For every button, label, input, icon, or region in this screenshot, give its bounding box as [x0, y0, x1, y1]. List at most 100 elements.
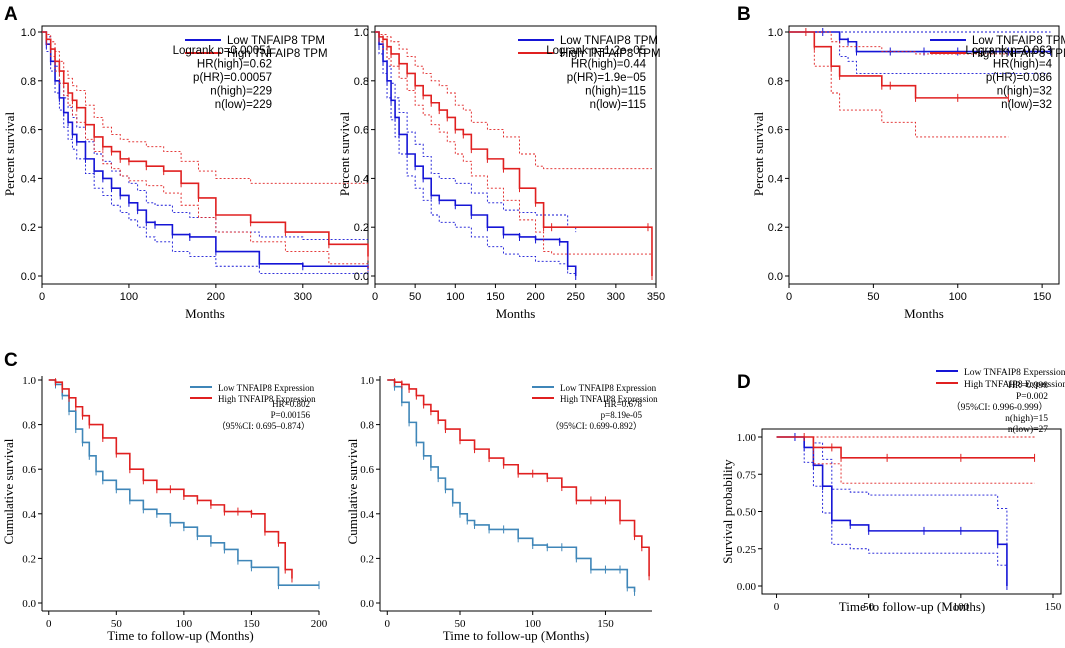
x-axis-label: Months [904, 306, 944, 321]
y-tick-label: 0.2 [22, 553, 36, 565]
y-tick-label: 0.6 [22, 464, 36, 476]
stat-annotation: P=0.002 [1016, 392, 1048, 402]
x-tick-label: 0 [46, 618, 52, 630]
x-tick-label: 100 [176, 618, 193, 630]
plot-frame [788, 25, 1060, 285]
y-tick-label: 0.2 [21, 222, 36, 234]
x-axis-label: Time to follow-up (Months) [443, 628, 590, 643]
y-tick-label: 0.0 [354, 271, 369, 283]
legend-entry: High TNFAIP8 TPM [972, 48, 1065, 60]
x-tick-label: 150 [486, 291, 504, 303]
y-axis-label: Cumulative survival [1, 438, 16, 544]
x-tick-label: 150 [1045, 601, 1062, 613]
x-tick-label: 0 [372, 291, 378, 303]
y-axis-label: Survival probability [720, 459, 735, 564]
y-tick-label: 0.0 [360, 598, 374, 610]
x-tick-label: 200 [526, 291, 544, 303]
y-axis-label: Percent survival [337, 112, 352, 197]
x-tick-label: 100 [446, 291, 464, 303]
stat-annotation: HR(high)=4 [993, 59, 1053, 71]
y-tick-label: 0.75 [737, 469, 757, 481]
x-tick-label: 250 [567, 291, 585, 303]
legend-entry: High TNFAIP8 TPM [227, 48, 328, 60]
panel-d: D 0.00 0.25 0.50 0.75 1.00 0 50 100 150 Time to fo… [720, 368, 1065, 614]
ci-upper-line [375, 31, 577, 233]
x-tick-label: 300 [607, 291, 625, 303]
y-tick-label: 0.8 [21, 76, 36, 88]
panel-a2: 0.0 0.2 0.4 0.6 0.8 1.0 0 50 100 150 200 250 300 350 M… [337, 25, 665, 321]
x-tick-label: 0 [39, 291, 45, 303]
y-tick-label: 0.50 [737, 507, 757, 519]
panel-letter: C [4, 350, 18, 371]
stat-annotation: n(low)=27 [1008, 424, 1048, 435]
y-tick-label: 0.6 [21, 125, 36, 137]
stat-annotation: HR=0.998 [1008, 381, 1048, 391]
x-tick-label: 0 [786, 291, 792, 303]
x-tick-label: 50 [455, 618, 467, 630]
ci-lower-line [375, 31, 653, 276]
legend-entry: High TNFAIP8 Experssion [964, 380, 1065, 390]
y-tick-label: 1.0 [354, 27, 369, 39]
y-tick-label: 0.2 [354, 222, 369, 234]
stat-annotation: HR=0.678 [604, 399, 642, 409]
y-tick-label: 1.0 [360, 375, 374, 387]
y-tick-label: 1.00 [737, 432, 757, 444]
y-tick-label: 0.4 [22, 509, 36, 521]
legend-entry: High TNFAIP8 Expression [560, 394, 658, 404]
ci-upper-line [776, 436, 1008, 569]
legend-entry: Low TNFAIP8 TPM [972, 35, 1065, 47]
y-tick-label: 0.4 [354, 173, 369, 185]
x-axis-label: Time to follow-up (Months) [107, 628, 254, 643]
survival-curve-high [776, 436, 1035, 459]
survival-curve-high [48, 379, 293, 579]
stat-annotation: Logrank p=0.00051 [173, 45, 272, 57]
x-tick-label: 200 [311, 618, 328, 630]
survival-curve-low [776, 436, 1008, 586]
stat-annotation: HR=0.802 [272, 399, 310, 409]
stat-annotation: （95%CI: 0.996-0.999） [951, 401, 1048, 413]
panel-letter: D [737, 372, 751, 393]
legend-entry: Low TNFAIP8 Expression [560, 383, 657, 393]
y-tick-label: 0.0 [22, 598, 36, 610]
x-tick-label: 50 [867, 291, 879, 303]
survival-curve-high [375, 31, 653, 276]
panel-b: B 0.0 0.2 0.4 0.6 0.8 1.0 0 50 100 150 Months Percen… [737, 4, 1065, 321]
legend-entry: High TNFAIP8 TPM [560, 48, 661, 60]
legend-entry: High TNFAIP8 Expression [218, 394, 316, 404]
survival-curve-low [42, 31, 369, 269]
y-tick-label: 1.0 [22, 375, 36, 387]
y-tick-label: 0.0 [768, 271, 783, 283]
ci-lower-line [776, 436, 1035, 484]
x-tick-label: 0 [774, 601, 780, 613]
y-tick-label: 0.8 [360, 420, 374, 432]
legend-entry: Low TNFAIP8 Experssion [964, 368, 1065, 378]
x-tick-label: 100 [953, 601, 970, 613]
stat-annotation: （95%CI: 0.695–0.874） [217, 421, 310, 431]
ci-upper-line [789, 31, 1009, 55]
y-axis-label: Percent survival [751, 112, 766, 197]
plot-frame [761, 428, 1062, 595]
y-tick-label: 0.8 [768, 76, 783, 88]
x-axis-label: Time to follow-up (Months) [839, 599, 986, 614]
stat-annotation: n(high)=115 [585, 86, 646, 98]
x-tick-label: 50 [111, 618, 123, 630]
stat-annotation: p(HR)=0.00057 [193, 72, 272, 84]
legend-entry: Low TNFAIP8 TPM [560, 35, 658, 47]
panel-letter: B [737, 4, 751, 25]
x-tick-label: 100 [949, 291, 967, 303]
stat-annotation: p=8.19e-05 [601, 410, 643, 420]
legend-entry: Low TNFAIP8 TPM [227, 35, 325, 47]
x-axis-label: Months [185, 306, 225, 321]
x-tick-label: 150 [1033, 291, 1051, 303]
stat-annotation: n(high)=32 [997, 86, 1052, 98]
x-axis-label: Months [496, 306, 536, 321]
ci-upper-line [42, 31, 368, 184]
x-tick-label: 0 [385, 618, 391, 630]
x-tick-label: 150 [243, 618, 260, 630]
stat-annotation: Logrank p=1.2e−05 [546, 45, 646, 57]
stat-annotation: HR(high)=0.44 [571, 59, 647, 71]
y-tick-label: 0.4 [360, 509, 374, 521]
ci-upper-line [375, 31, 652, 170]
stat-annotation: n(low)=115 [590, 99, 646, 111]
